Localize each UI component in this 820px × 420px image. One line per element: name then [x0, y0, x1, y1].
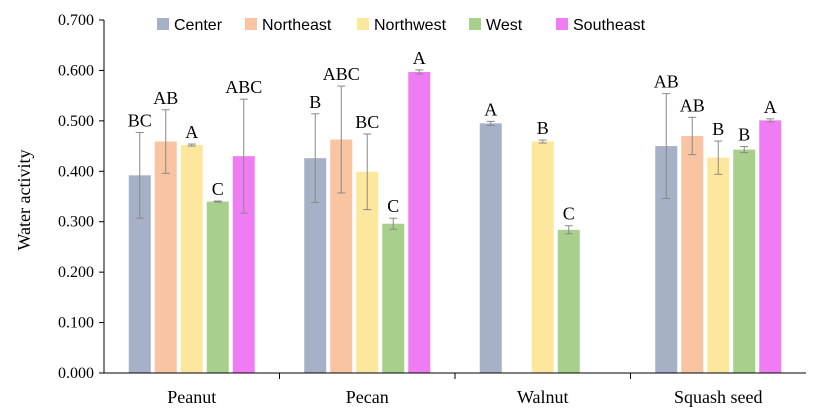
- legend-label-center: Center: [174, 17, 223, 34]
- significance-letter: BC: [128, 110, 152, 130]
- significance-letter: BC: [355, 112, 379, 132]
- bar-northeast-squash-seed: [681, 135, 704, 373]
- legend-label-southeast: Southeast: [573, 17, 646, 34]
- bar-northwest-peanut: [180, 145, 203, 373]
- legend-label-west: West: [486, 17, 523, 34]
- bar-northwest-walnut: [531, 141, 554, 373]
- x-tick-label: Walnut: [517, 387, 569, 407]
- y-tick-label: 0.000: [58, 365, 94, 382]
- bar-center-squash-seed: [655, 146, 678, 373]
- legend-swatch-northeast: [245, 18, 257, 30]
- bar-southeast-pecan: [408, 71, 431, 373]
- bar-center-pecan: [304, 158, 327, 373]
- x-tick-label: Peanut: [167, 387, 216, 407]
- significance-letter: AB: [680, 95, 705, 115]
- bar-northwest-pecan: [356, 171, 379, 373]
- y-tick-label: 0.600: [58, 62, 94, 79]
- y-tick-label: 0.700: [58, 12, 94, 29]
- y-tick-label: 0.200: [58, 264, 94, 281]
- significance-letter: B: [537, 118, 549, 138]
- bar-southeast-peanut: [232, 156, 255, 373]
- y-tick-label: 0.100: [58, 315, 94, 332]
- bar-southeast-squash-seed: [759, 120, 782, 373]
- bar-west-peanut: [206, 201, 229, 373]
- bars: [128, 71, 782, 373]
- significance-letter: ABC: [225, 77, 262, 97]
- significance-letter: A: [764, 97, 777, 117]
- x-tick-label: Squash seed: [674, 387, 763, 407]
- significance-letter: C: [212, 179, 224, 199]
- bar-center-walnut: [479, 123, 502, 373]
- error-bars: [135, 69, 775, 235]
- y-axis-ticks: 0.000 0.100 0.200 0.300 0.400 0.500 0.600 0.700: [58, 12, 104, 382]
- significance-letter: A: [185, 122, 198, 142]
- significance-letter: B: [309, 92, 321, 112]
- legend: Center Northeast Northwest West Southeast: [157, 17, 646, 34]
- y-axis-label: Water activity: [14, 149, 34, 250]
- bar-west-walnut: [557, 229, 580, 373]
- bar-center-peanut: [128, 175, 151, 373]
- significance-letter: A: [484, 99, 497, 119]
- bar-northwest-squash-seed: [707, 157, 730, 373]
- significance-letter: C: [387, 196, 399, 216]
- significance-letter: A: [413, 48, 426, 68]
- bar-west-pecan: [382, 223, 405, 373]
- legend-swatch-southeast: [556, 18, 568, 30]
- bar-west-squash-seed: [733, 149, 756, 373]
- bar-northeast-peanut: [154, 141, 177, 373]
- significance-letter: AB: [153, 88, 178, 108]
- legend-swatch-west: [469, 18, 481, 30]
- legend-swatch-center: [157, 18, 169, 30]
- legend-label-northeast: Northeast: [262, 17, 332, 34]
- significance-letter: C: [563, 204, 575, 224]
- bar-northeast-pecan: [330, 139, 353, 373]
- y-tick-label: 0.300: [58, 214, 94, 231]
- significance-letter: AB: [654, 72, 679, 92]
- legend-label-northwest: Northwest: [374, 17, 447, 34]
- x-tick-label: Pecan: [346, 387, 389, 407]
- y-tick-label: 0.400: [58, 163, 94, 180]
- legend-swatch-northwest: [357, 18, 369, 30]
- x-axis-labels: Peanut Pecan Walnut Squash seed: [167, 373, 763, 407]
- y-tick-label: 0.500: [58, 113, 94, 130]
- significance-letter: ABC: [323, 64, 360, 84]
- significance-letter: B: [712, 119, 724, 139]
- significance-letter: B: [738, 125, 750, 145]
